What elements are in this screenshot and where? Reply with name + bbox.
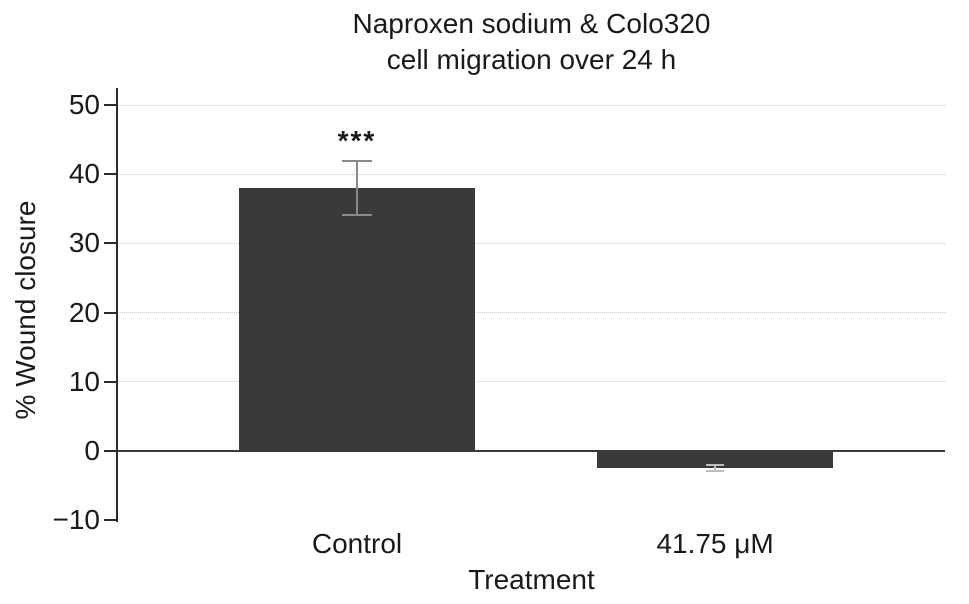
chart-title-line-1: Naproxen sodium & Colo320: [352, 8, 711, 39]
bar-control: [239, 188, 475, 451]
y-tick-label: 10: [68, 365, 100, 397]
x-axis-label: Treatment: [468, 564, 595, 595]
significance-stars: ***: [337, 125, 377, 157]
plot-area: ***: [104, 88, 945, 522]
y-axis-tick: [104, 242, 116, 245]
gridline: [118, 312, 945, 313]
gridline: [118, 242, 945, 244]
chart-title-line-2: cell migration over 24 h: [386, 44, 677, 75]
y-axis-tick: [104, 173, 116, 176]
y-tick-label: −10: [52, 504, 101, 535]
y-tick-label: 20: [68, 296, 100, 328]
x-tick-label-41-75-m: 41.75 μM: [656, 528, 774, 559]
gridline: [118, 104, 945, 106]
y-axis-tick: [104, 104, 116, 106]
error-bar: [714, 465, 717, 471]
error-bar-cap-top: [342, 160, 372, 163]
gridline: [118, 381, 945, 383]
chart-title: Naproxen sodium & Colo320 cell migration…: [118, 6, 945, 78]
y-axis-line: [116, 88, 118, 522]
error-bar-cap-top: [706, 464, 725, 467]
y-axis-tick: [104, 449, 116, 452]
x-tick-label-control: Control: [311, 528, 403, 559]
x-axis-baseline: [118, 449, 945, 452]
error-bar: [356, 161, 358, 215]
y-axis-tick: [104, 519, 116, 521]
gridline: [118, 173, 945, 175]
error-bar-cap-bottom: [706, 469, 725, 472]
y-axis-tick: [104, 311, 116, 314]
y-tick-label: 0: [84, 434, 100, 466]
y-tick-label: 50: [68, 89, 100, 120]
error-bar-cap-bottom: [342, 213, 372, 216]
bar-41-75-m: [597, 450, 834, 469]
y-axis-tick: [104, 380, 116, 383]
y-tick-label: 30: [68, 227, 100, 259]
y-tick-label: 40: [68, 158, 100, 190]
